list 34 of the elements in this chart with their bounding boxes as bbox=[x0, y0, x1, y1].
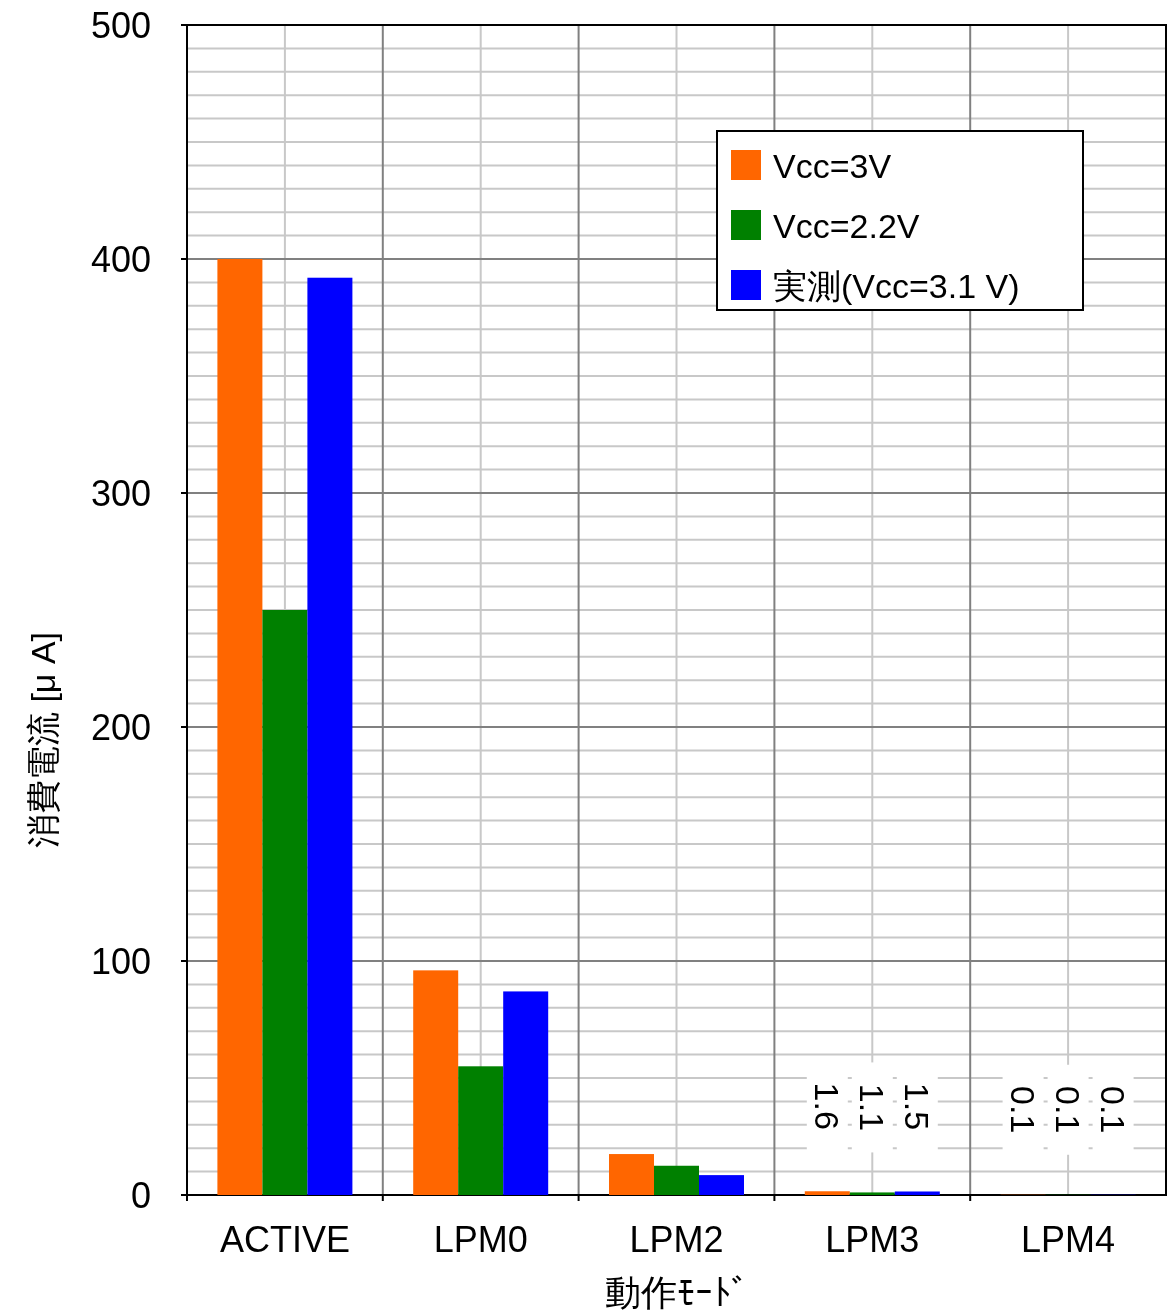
bar bbox=[849, 1192, 895, 1195]
y-tick-label: 200 bbox=[90, 707, 151, 748]
y-tick-label: 400 bbox=[90, 239, 151, 280]
bar bbox=[217, 259, 263, 1195]
data-label: 0.1 bbox=[1094, 1086, 1133, 1134]
data-label: 1.1 bbox=[853, 1083, 892, 1132]
bar bbox=[894, 1191, 940, 1195]
data-label: 0.1 bbox=[1049, 1086, 1088, 1134]
y-axis-title: 消費電流 [μ A] bbox=[24, 631, 62, 849]
bar bbox=[804, 1191, 850, 1195]
y-tick-label: 500 bbox=[90, 5, 151, 46]
legend-label: Vcc=2.2V bbox=[773, 207, 920, 245]
bar bbox=[413, 970, 459, 1195]
y-tick-label: 100 bbox=[90, 941, 151, 982]
data-label: 1.6 bbox=[808, 1082, 847, 1130]
data-label: 0.1 bbox=[1004, 1086, 1043, 1134]
bar bbox=[458, 1066, 504, 1195]
bar bbox=[503, 991, 549, 1195]
bar bbox=[609, 1154, 654, 1195]
data-label: 1.5 bbox=[898, 1082, 937, 1131]
x-tick-label: LPM4 bbox=[1021, 1219, 1116, 1260]
legend-label: Vcc=3V bbox=[773, 147, 892, 185]
y-tick-label: 300 bbox=[90, 473, 151, 514]
bar bbox=[262, 610, 308, 1195]
legend-label: 実測(Vcc=3.1 V) bbox=[773, 267, 1020, 305]
x-axis-title: 動作ﾓｰﾄﾞ bbox=[604, 1272, 749, 1313]
bar bbox=[307, 277, 353, 1195]
bar bbox=[654, 1165, 699, 1195]
bar bbox=[699, 1175, 744, 1195]
x-tick-label: LPM3 bbox=[825, 1219, 920, 1260]
x-tick-label: LPM0 bbox=[433, 1219, 528, 1260]
x-tick-label: ACTIVE bbox=[219, 1219, 350, 1260]
x-tick-label: LPM2 bbox=[629, 1219, 724, 1260]
y-tick-label: 0 bbox=[130, 1175, 151, 1216]
